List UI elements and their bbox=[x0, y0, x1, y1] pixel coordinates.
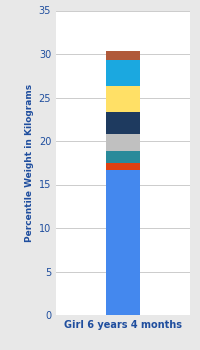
Bar bbox=[106, 51, 140, 60]
Y-axis label: Percentile Weight in Kilograms: Percentile Weight in Kilograms bbox=[25, 84, 34, 242]
Bar bbox=[106, 163, 140, 170]
Bar bbox=[106, 134, 140, 152]
Bar bbox=[106, 60, 140, 86]
Bar bbox=[106, 152, 140, 163]
Bar bbox=[106, 112, 140, 134]
Bar bbox=[106, 86, 140, 112]
Bar bbox=[106, 170, 140, 315]
